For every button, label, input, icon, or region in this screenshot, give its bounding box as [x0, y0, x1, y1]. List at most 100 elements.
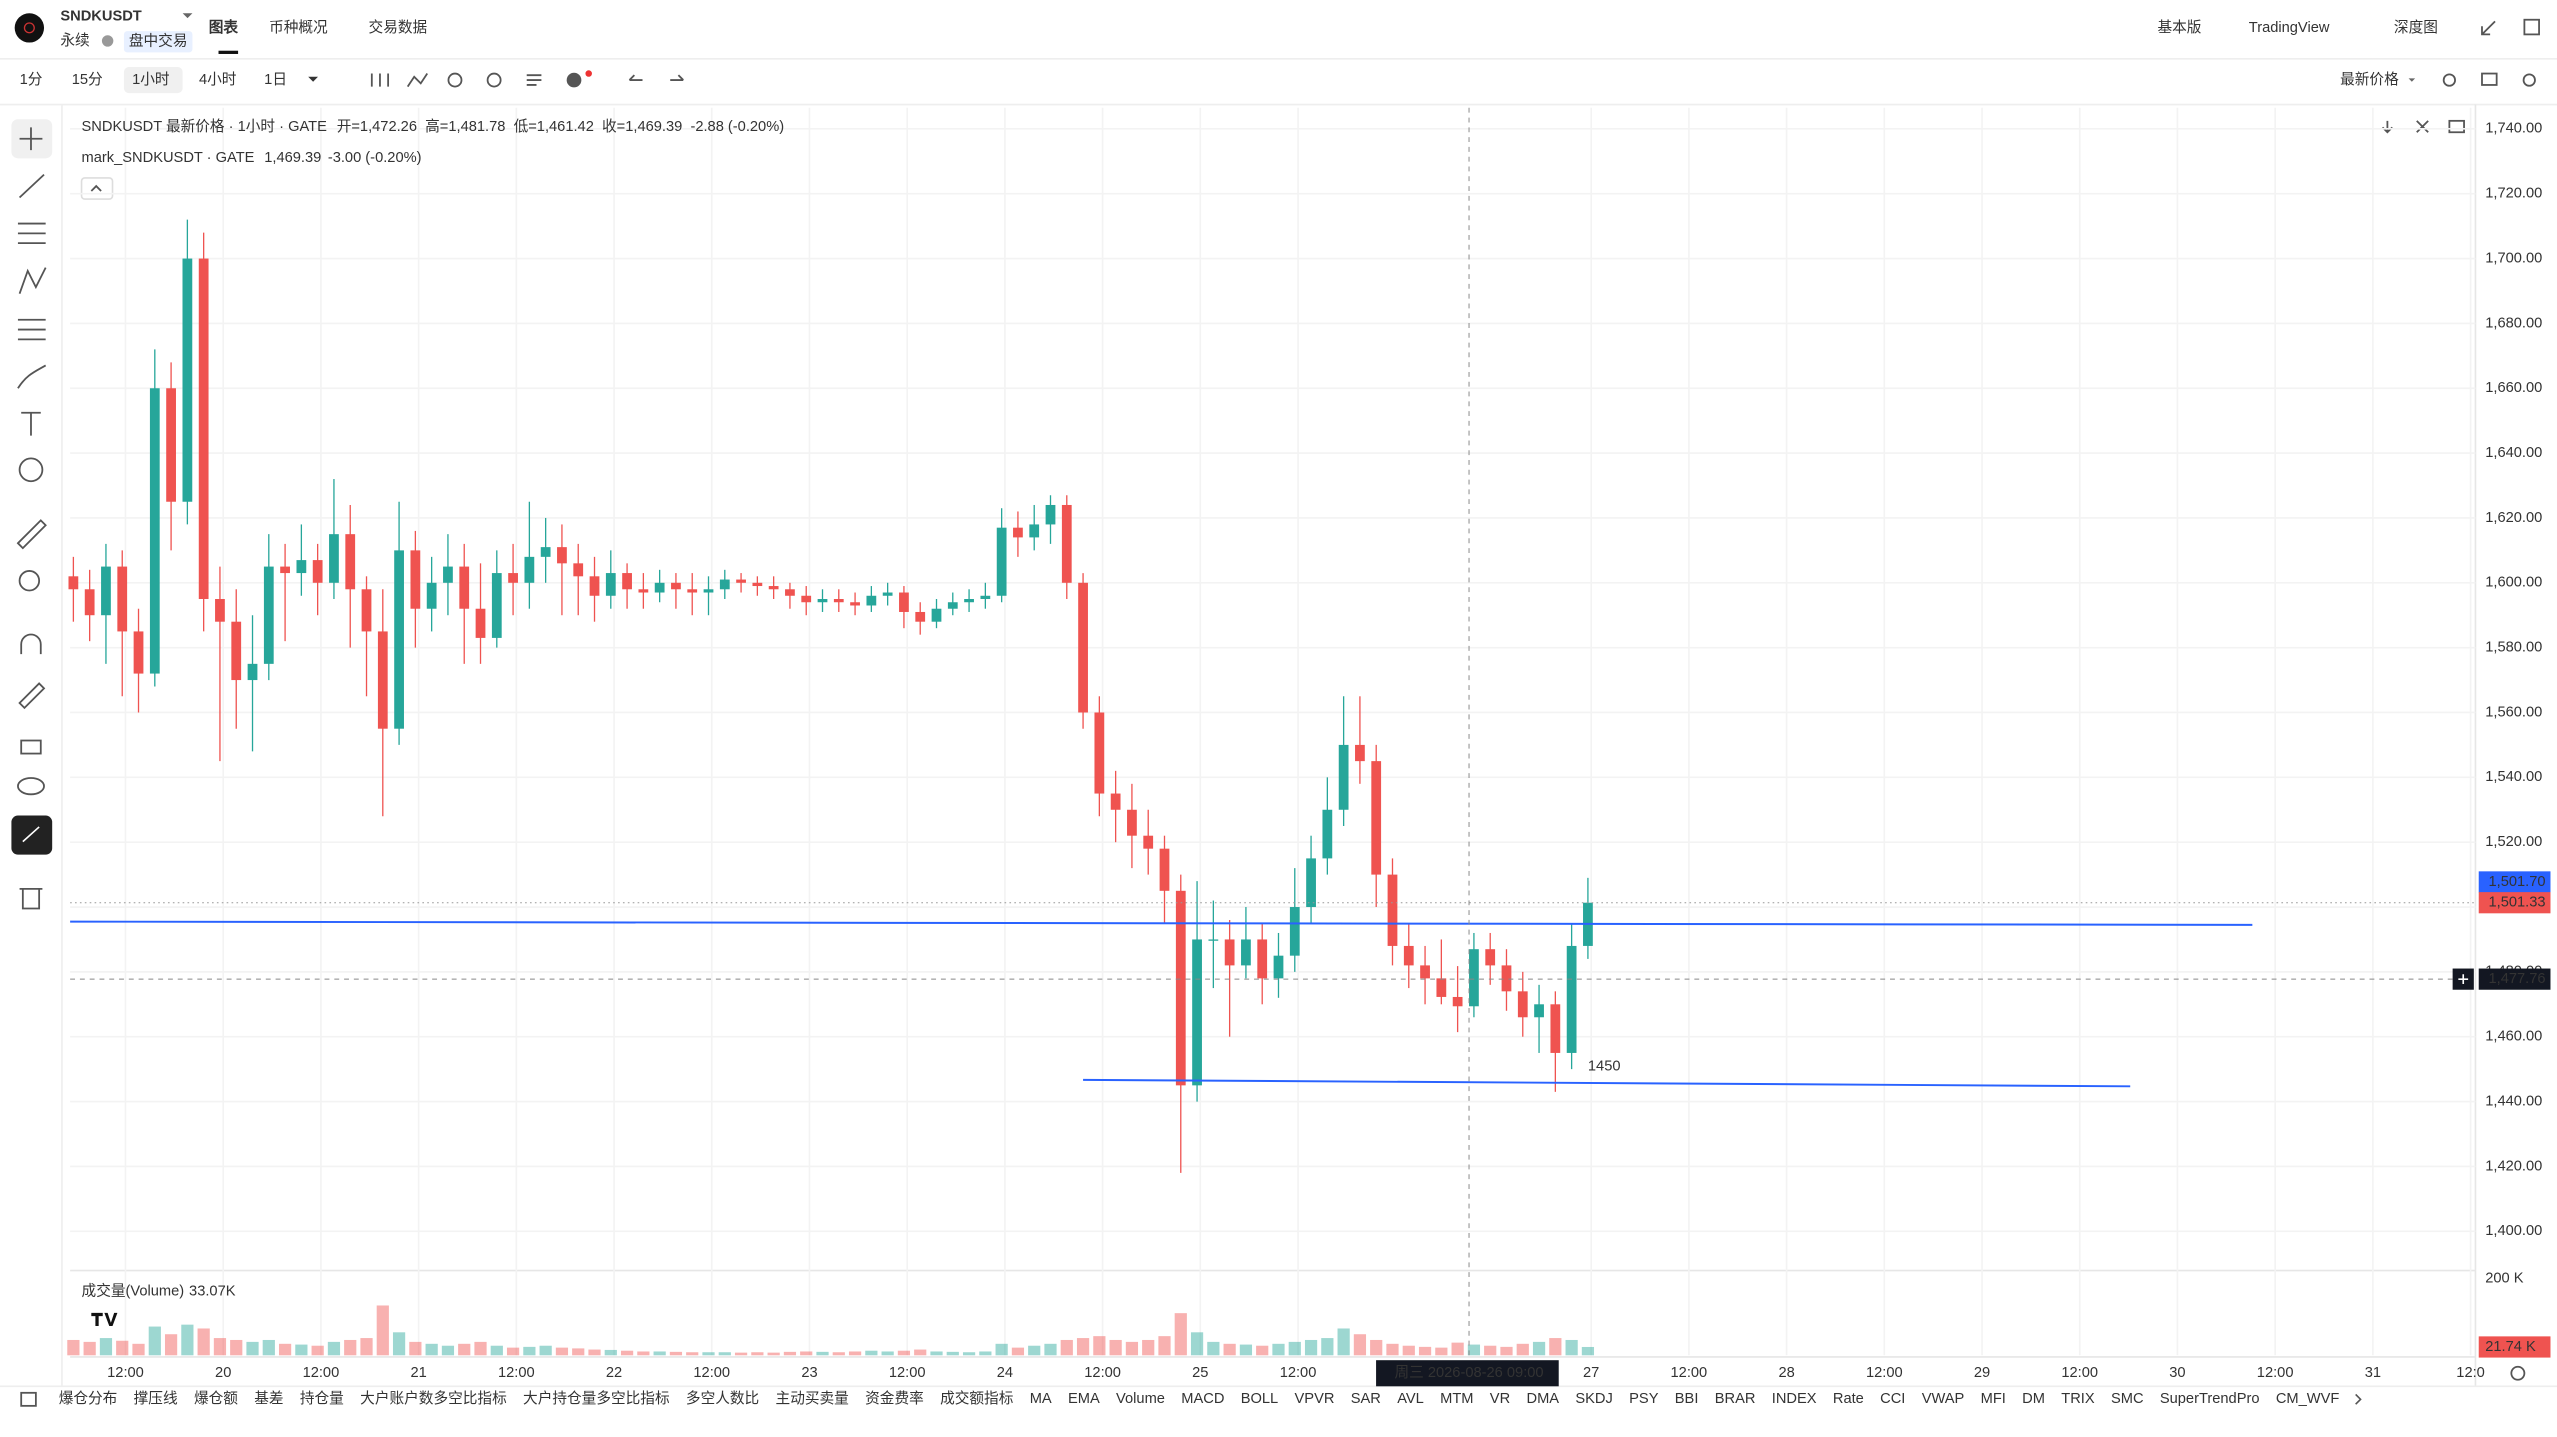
candle-body [1273, 955, 1284, 979]
indicator-button[interactable]: 撑压线 [134, 1390, 178, 1407]
indicator-button[interactable]: INDEX [1772, 1391, 1817, 1407]
calendar-button[interactable] [20, 1391, 37, 1407]
indicator-button[interactable]: DM [2022, 1391, 2045, 1407]
indicator-button[interactable]: VPVR [1295, 1391, 1335, 1407]
mode-link[interactable]: 基本版 [2157, 19, 2201, 36]
expand-button[interactable] [2481, 20, 2496, 36]
x-tick-label: 28 [1778, 1365, 1794, 1381]
indicator-button[interactable]: 爆仓分布 [59, 1390, 118, 1407]
fullscreen-button[interactable] [2523, 18, 2540, 36]
indicator-button[interactable]: VR [1490, 1391, 1510, 1407]
indicator-button[interactable]: SuperTrendPro [2160, 1391, 2260, 1407]
indicator-scroll[interactable] [2355, 1393, 2362, 1405]
edit-tool[interactable] [18, 682, 46, 710]
indicator-button[interactable]: BBI [1675, 1391, 1699, 1407]
pane-max-button[interactable] [2448, 119, 2465, 134]
indicator-button[interactable]: Rate [1833, 1391, 1864, 1407]
interval[interactable]: 1分 [20, 71, 43, 88]
indicator-button[interactable]: BRAR [1715, 1391, 1756, 1407]
indicator-button[interactable]: SAR [1351, 1391, 1381, 1407]
price-source[interactable]: 最新价格 [2340, 71, 2399, 88]
indicator-button[interactable]: MFI [1981, 1391, 2006, 1407]
text-tool[interactable] [21, 411, 41, 436]
replay-button[interactable] [486, 72, 502, 88]
indicator-button[interactable]: 资金费率 [865, 1390, 924, 1407]
search-button[interactable] [2442, 73, 2456, 87]
indicator-button[interactable]: MACD [1181, 1391, 1224, 1407]
volume-bar [572, 1348, 585, 1356]
parallel-tool[interactable] [17, 222, 46, 245]
add-button[interactable] [566, 72, 582, 88]
undo-button[interactable] [628, 74, 643, 81]
indicator-button[interactable]: 爆仓额 [194, 1390, 238, 1407]
tab[interactable]: 图表 [209, 18, 239, 36]
indicators-button[interactable] [406, 73, 429, 88]
indicator-button[interactable]: Volume [1116, 1391, 1165, 1407]
interval[interactable]: 15分 [72, 71, 103, 88]
mode-link[interactable]: TradingView [2249, 20, 2330, 36]
indicator-button[interactable]: SKDJ [1575, 1391, 1612, 1407]
indicator-button[interactable]: EMA [1068, 1391, 1100, 1407]
lock-tool[interactable] [20, 739, 42, 755]
pattern-tool[interactable] [18, 267, 47, 294]
candle-body [1371, 761, 1382, 875]
pane-close-button[interactable] [2416, 120, 2429, 133]
indicator-button[interactable]: CM_WVF [2276, 1391, 2340, 1407]
redo-button[interactable] [670, 74, 684, 81]
indicator-button[interactable]: 多空人数比 [686, 1390, 759, 1407]
camera-button[interactable] [2481, 72, 2498, 86]
cross-tool[interactable] [19, 127, 43, 151]
delete-tool[interactable] [19, 888, 43, 910]
layout-button[interactable] [526, 74, 542, 86]
candle-style[interactable] [370, 73, 390, 87]
ruler-tool[interactable] [16, 519, 47, 550]
indicator-button[interactable]: TRIX [2061, 1391, 2095, 1407]
mode-link[interactable]: 深度图 [2394, 19, 2438, 36]
alert-button[interactable] [447, 72, 463, 88]
candle-body [312, 560, 323, 583]
candle-body [1436, 978, 1447, 997]
indicator-button[interactable]: VWAP [1922, 1391, 1965, 1407]
brush-tool[interactable] [17, 364, 47, 389]
indicator-button[interactable]: 基差 [254, 1390, 283, 1407]
volume-bar [360, 1338, 373, 1356]
sidebar-tools[interactable] [11, 119, 53, 910]
indicator-button[interactable]: 持仓量 [300, 1390, 344, 1407]
interval[interactable]: 1小时 [132, 71, 170, 88]
hide-tool[interactable] [17, 777, 45, 796]
indicator-button[interactable]: DMA [1526, 1391, 1559, 1407]
line-tool[interactable] [18, 173, 45, 199]
interval[interactable]: 4小时 [199, 71, 237, 88]
symbol[interactable]: SNDKUSDT [60, 8, 141, 24]
x-tick-label: 29 [1974, 1365, 1990, 1381]
indicator-button[interactable]: SMC [2111, 1391, 2144, 1407]
fib-tool[interactable] [17, 318, 46, 341]
indicator-button[interactable]: 大户账户数多空比指标 [360, 1390, 507, 1407]
indicator-button[interactable]: BOLL [1241, 1391, 1278, 1407]
collapse-button[interactable] [80, 177, 114, 200]
x-tick-label: 31 [2365, 1365, 2381, 1381]
indicator-button[interactable]: 大户持仓量多空比指标 [523, 1390, 670, 1407]
volume-bar [767, 1352, 780, 1356]
time-settings[interactable] [2510, 1365, 2526, 1381]
tab[interactable]: 交易数据 [369, 18, 428, 36]
indicator-button[interactable]: CCI [1880, 1391, 1905, 1407]
indicator-button[interactable]: 主动买卖量 [776, 1390, 849, 1407]
ohlc-change: -2.88 (-0.20%) [690, 119, 784, 135]
volume-value: 33.07K [189, 1284, 236, 1300]
magnet-tool[interactable] [20, 633, 42, 655]
y-tick-label: 1,640.00 [2485, 445, 2542, 461]
volume-bar [718, 1352, 731, 1356]
interval[interactable]: 1日 [264, 72, 287, 88]
indicator-button[interactable]: MTM [1440, 1391, 1473, 1407]
link-tool[interactable] [11, 815, 53, 855]
zoom-tool[interactable] [18, 570, 41, 592]
emoji-tool[interactable] [18, 457, 44, 483]
trend-line [70, 920, 2253, 926]
indicator-button[interactable]: PSY [1629, 1391, 1659, 1407]
indicator-button[interactable]: MA [1030, 1391, 1052, 1407]
indicator-button[interactable]: 成交额指标 [940, 1389, 1014, 1407]
indicator-button[interactable]: AVL [1397, 1391, 1424, 1407]
settings-button[interactable] [2522, 73, 2536, 87]
tab[interactable]: 币种概况 [269, 19, 328, 36]
